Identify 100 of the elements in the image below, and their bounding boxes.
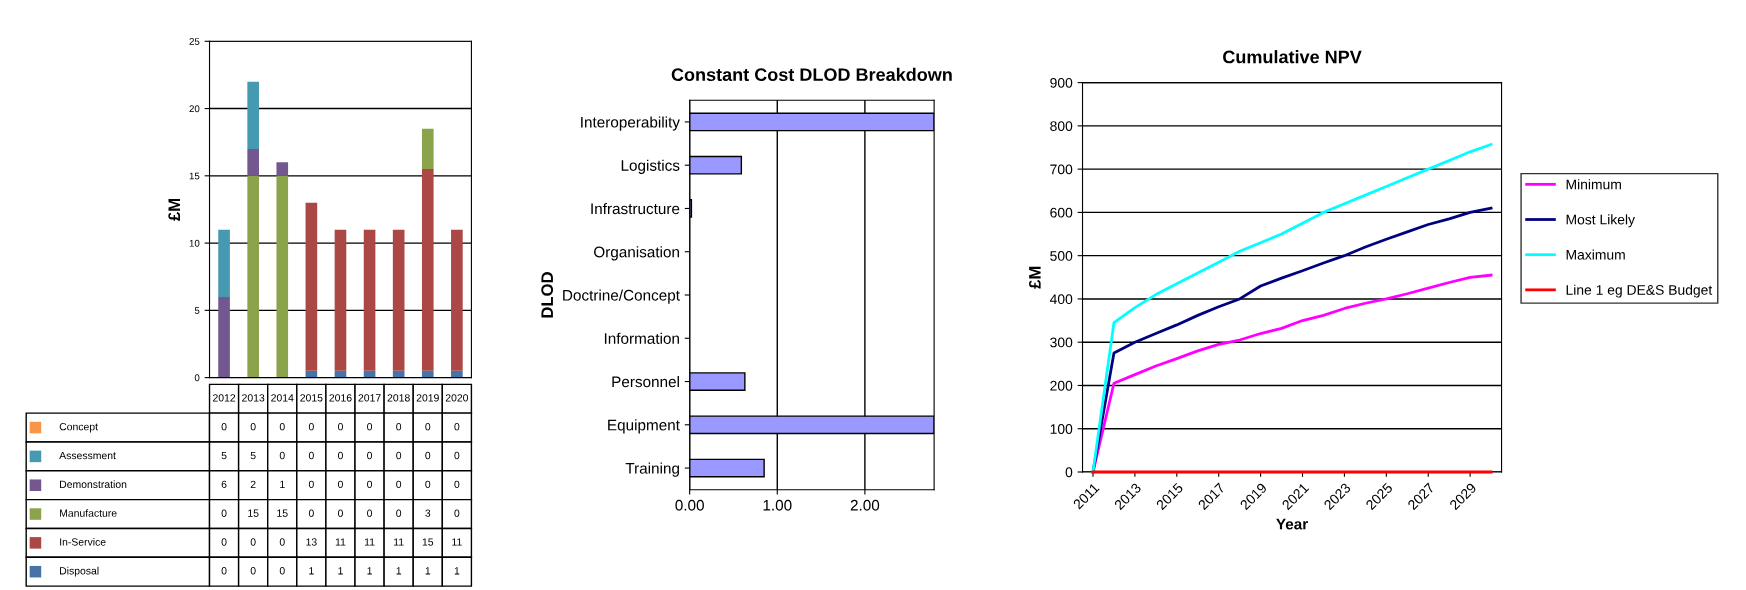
y-tick-label: Training <box>625 462 679 477</box>
data-label: 0 <box>279 451 285 460</box>
data-label: 1 <box>425 567 431 575</box>
x-tick-label: 2014 <box>271 394 294 402</box>
data-label: 0 <box>279 422 285 431</box>
y-axis-title: DLOD <box>541 272 554 318</box>
data-label: 6 <box>221 480 227 489</box>
data-label: 15 <box>248 509 259 517</box>
x-tick-label: 2015 <box>300 394 323 402</box>
legend-label: Demonstration <box>60 480 127 489</box>
x-tick-label: 1.00 <box>763 499 792 511</box>
legend-label: Assessment <box>59 451 116 460</box>
data-label: 0 <box>337 509 343 517</box>
bar <box>421 128 434 170</box>
data-label: 0 <box>308 480 314 489</box>
y-tick-label: 500 <box>1050 251 1073 261</box>
y-tick-label: 600 <box>1050 207 1073 218</box>
data-label: 0 <box>221 422 227 431</box>
x-axis-title: Year <box>1276 518 1308 530</box>
data-label: 0 <box>454 509 460 517</box>
data-label: 1 <box>454 567 460 575</box>
data-label: 0 <box>308 422 314 431</box>
line-series <box>1091 273 1493 474</box>
y-tick-label: 300 <box>1050 337 1073 348</box>
bar <box>392 229 405 371</box>
data-label: 0 <box>337 422 343 431</box>
x-tick-label: 2013 <box>242 394 265 402</box>
y-axis-title: £M <box>1028 266 1041 289</box>
line-series <box>1091 143 1493 474</box>
data-label: 0 <box>396 422 402 431</box>
y-tick-label: 20 <box>189 105 200 113</box>
data-label: 1 <box>396 567 402 575</box>
bar <box>363 229 376 371</box>
y-axis-title: £M <box>168 198 180 221</box>
bar <box>247 81 259 149</box>
bar <box>421 169 434 371</box>
data-label: 13 <box>306 538 317 546</box>
y-tick-label: Information <box>604 332 679 344</box>
data-label: 0 <box>279 538 285 546</box>
chart-title: Cumulative NPV <box>1223 50 1362 64</box>
data-label: 0 <box>250 567 256 575</box>
x-tick-label: 2017 <box>358 394 381 402</box>
data-label: 11 <box>394 538 404 546</box>
data-label: 0 <box>308 509 314 517</box>
data-label: 0 <box>396 451 402 460</box>
x-tick-label: 2012 <box>213 394 236 402</box>
y-tick-label: 900 <box>1050 77 1073 88</box>
bar <box>276 162 289 176</box>
y-tick-label: 5 <box>194 307 200 314</box>
data-label: 0 <box>367 451 373 460</box>
data-label: 0 <box>221 509 227 517</box>
data-label: 0 <box>367 480 373 489</box>
data-label: 0 <box>425 480 431 489</box>
y-tick-label: 15 <box>189 172 200 180</box>
data-label: 1 <box>338 567 343 575</box>
y-tick-label: Logistics <box>621 159 680 174</box>
x-tick-label: 2019 <box>416 394 439 402</box>
data-label: 5 <box>221 451 227 460</box>
data-label: 0 <box>221 567 227 575</box>
data-label: 1 <box>280 480 285 488</box>
bar <box>305 202 318 371</box>
x-tick-label: 0.00 <box>675 499 704 511</box>
chart-title: Constant Cost DLOD Breakdown <box>671 67 952 82</box>
y-tick-label: 800 <box>1050 121 1073 132</box>
data-label: 0 <box>454 480 460 489</box>
bar <box>218 296 230 378</box>
data-label: 11 <box>364 538 375 546</box>
bar <box>247 148 259 176</box>
y-tick-label: 0 <box>1065 467 1073 478</box>
y-tick-label: Interoperability <box>581 116 680 131</box>
data-label: 0 <box>250 538 256 546</box>
data-label: 2 <box>250 480 256 488</box>
data-label: 0 <box>221 538 227 546</box>
data-label: 5 <box>250 451 256 460</box>
y-tick-label: 200 <box>1050 380 1073 391</box>
y-tick-label: 100 <box>1050 424 1073 434</box>
data-label: 0 <box>425 451 431 460</box>
legend-label: Maximum <box>1566 249 1625 260</box>
y-tick-label: 400 <box>1049 294 1073 305</box>
y-tick-label: 700 <box>1050 164 1073 175</box>
y-tick-label: Equipment <box>608 419 680 434</box>
data-label: 0 <box>250 422 256 431</box>
y-tick-label: Infrastructure <box>591 202 680 215</box>
x-tick-label: 2.00 <box>850 499 880 511</box>
y-tick-label: 0 <box>194 374 200 382</box>
data-label: 15 <box>422 538 434 546</box>
x-tick-label: 2020 <box>445 394 469 402</box>
bar <box>247 175 259 378</box>
data-label: 0 <box>454 422 460 431</box>
x-tick-label: 2018 <box>387 394 410 402</box>
data-label: 0 <box>367 422 373 431</box>
data-label: 0 <box>337 480 343 489</box>
y-tick-label: Doctrine/Concept <box>563 289 680 304</box>
legend-label: Disposal <box>60 566 99 577</box>
data-label: 0 <box>396 480 402 489</box>
bar <box>334 229 347 371</box>
legend-label: Minimum <box>1566 179 1621 190</box>
x-tick-label: 2016 <box>329 394 352 402</box>
bar <box>451 370 463 378</box>
data-label: 1 <box>367 567 372 575</box>
